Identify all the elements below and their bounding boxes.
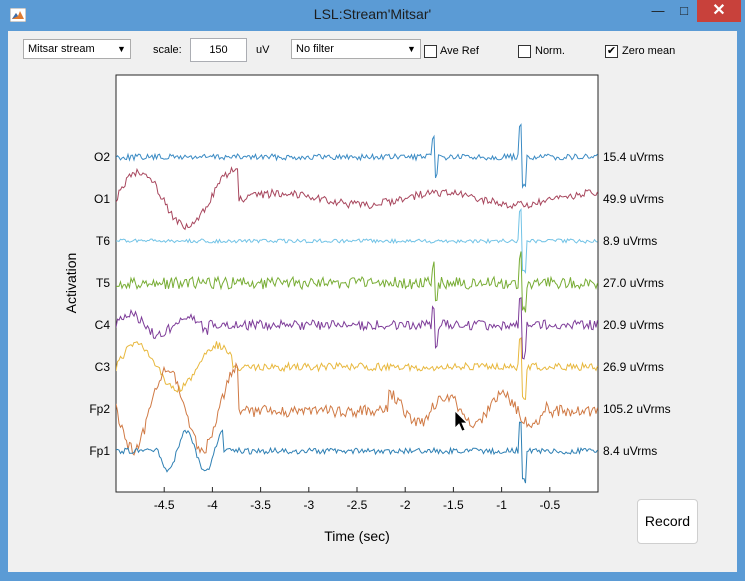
minimize-button[interactable]: — xyxy=(651,3,665,18)
channel-label-c3: C3 xyxy=(95,360,111,374)
ave-ref-label: Ave Ref xyxy=(440,45,479,57)
trace-fp2 xyxy=(116,362,598,456)
norm-checkbox[interactable] xyxy=(518,45,531,58)
trace-t6 xyxy=(116,207,598,275)
rms-label-fp2: 105.2 uVrms xyxy=(603,402,671,416)
channel-label-fp2: Fp2 xyxy=(89,402,110,416)
trace-o1 xyxy=(116,166,598,231)
x-tick-label: -1 xyxy=(496,498,507,512)
x-tick-label: -3.5 xyxy=(250,498,271,512)
plot-axes xyxy=(115,74,599,493)
channel-label-fp1: Fp1 xyxy=(89,444,110,458)
filter-select-value: No filter xyxy=(296,43,334,55)
window-title: LSL:Stream'Mitsar' xyxy=(313,6,432,22)
matlab-icon xyxy=(10,8,26,22)
channel-label-t5: T5 xyxy=(96,276,110,290)
x-tick-label: -2 xyxy=(400,498,411,512)
trace-c3 xyxy=(116,337,598,400)
y-axis-label: Activation xyxy=(63,253,79,314)
rms-label-c4: 20.9 uVrms xyxy=(603,318,664,332)
channel-label-o2: O2 xyxy=(94,150,110,164)
x-tick-label: -4 xyxy=(207,498,218,512)
x-tick-label: -1.5 xyxy=(443,498,464,512)
ave-ref-checkbox[interactable] xyxy=(424,45,437,58)
title-bar: LSL:Stream'Mitsar' — □ ✕ xyxy=(0,0,745,30)
rms-label-o1: 49.9 uVrms xyxy=(603,192,664,206)
channel-label-o1: O1 xyxy=(94,192,110,206)
norm-label: Norm. xyxy=(535,45,565,57)
x-tick-label: -2.5 xyxy=(347,498,368,512)
x-tick-label: -4.5 xyxy=(154,498,175,512)
trace-t5 xyxy=(116,251,598,313)
scale-unit: uV xyxy=(256,44,270,56)
rms-label-c3: 26.9 uVrms xyxy=(603,360,664,374)
zero-mean-checkbox[interactable]: ✔ xyxy=(605,45,618,58)
chevron-down-icon: ▼ xyxy=(117,44,126,54)
eeg-plot: O2 O1 T6 T5 C4 C3 Fp2 Fp1 15.4 uVrms 49.9 uVrms 8… xyxy=(63,74,671,544)
close-button[interactable]: ✕ xyxy=(697,0,741,22)
channel-label-c4: C4 xyxy=(95,318,111,332)
x-axis-label: Time (sec) xyxy=(324,528,390,544)
scale-input[interactable]: 150 xyxy=(190,38,247,62)
trace-fp1 xyxy=(116,421,598,484)
rms-label-o2: 15.4 uVrms xyxy=(603,150,664,164)
rms-label-t5: 27.0 uVrms xyxy=(603,276,664,290)
trace-c4 xyxy=(116,297,598,360)
x-tick-label: -3 xyxy=(303,498,314,512)
rms-label-t6: 8.9 uVrms xyxy=(603,234,657,248)
rms-label-fp1: 8.4 uVrms xyxy=(603,444,657,458)
filter-select[interactable]: No filter ▼ xyxy=(291,39,421,59)
mouse-cursor-icon xyxy=(454,410,468,432)
trace-o2 xyxy=(116,123,598,190)
x-tick-label: -0.5 xyxy=(539,498,560,512)
client-area: Mitsar stream ▼ scale: 150 uV No filter … xyxy=(8,31,737,572)
stream-select-value: Mitsar stream xyxy=(28,43,95,55)
channel-label-t6: T6 xyxy=(96,234,110,248)
chevron-down-icon: ▼ xyxy=(407,44,416,54)
stream-select[interactable]: Mitsar stream ▼ xyxy=(23,39,131,59)
maximize-button[interactable]: □ xyxy=(680,3,688,18)
record-button[interactable]: Record xyxy=(637,499,698,544)
scale-label: scale: xyxy=(153,44,182,56)
zero-mean-label: Zero mean xyxy=(622,45,676,57)
